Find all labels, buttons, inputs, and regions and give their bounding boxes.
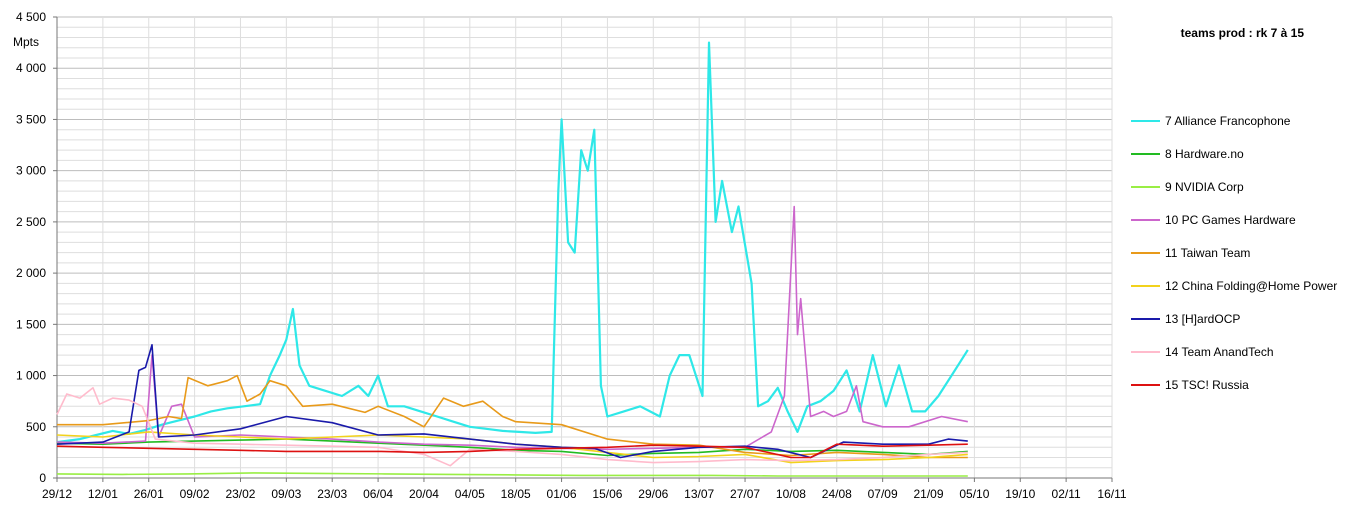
series-line-8 [56, 438, 968, 457]
x-tick-label: 05/10 [959, 487, 989, 501]
x-tick-label: 02/11 [1052, 487, 1081, 501]
series-line-10 [56, 205, 968, 451]
legend-entry-label: 7 Alliance Francophone [1165, 114, 1291, 128]
y-tick-label: 3 500 [16, 112, 46, 126]
x-tick-label: 15/06 [592, 487, 622, 501]
x-tick-label: 29/12 [42, 487, 72, 501]
y-axis-label: Mpts [13, 35, 39, 49]
y-tick-label: 4 500 [16, 10, 46, 24]
x-tick-label: 19/10 [1005, 487, 1035, 501]
x-tick-label: 20/04 [409, 487, 439, 501]
y-tick-label: 1 500 [16, 317, 46, 331]
x-tick-label: 12/01 [88, 487, 118, 501]
series-line-9 [56, 472, 968, 477]
x-tick-label: 09/02 [180, 487, 210, 501]
legend-entry-label: 10 PC Games Hardware [1165, 213, 1296, 227]
x-tick-label: 06/04 [363, 487, 393, 501]
legend-entry-label: 12 China Folding@Home Power [1165, 279, 1337, 293]
chart-grid [56, 16, 1113, 479]
legend-entry-label: 13 [H]ardOCP [1165, 312, 1240, 326]
x-tick-label: 10/08 [776, 487, 806, 501]
chart-legend: 7 Alliance Francophone 8 Hardware.no 9 NVI… [1131, 114, 1337, 392]
y-axis-tick-labels: 0 500 1 000 1 500 2 000 2 500 3 000 3 500 4 000 4… [16, 10, 57, 485]
legend-entry-label: 15 TSC! Russia [1165, 378, 1249, 392]
x-tick-label: 09/03 [271, 487, 301, 501]
legend-entry-label: 14 Team AnandTech [1165, 345, 1274, 359]
legend-entry-label: 8 Hardware.no [1165, 147, 1244, 161]
y-tick-label: 0 [39, 471, 46, 485]
x-tick-label: 01/06 [547, 487, 577, 501]
x-tick-label: 07/09 [868, 487, 898, 501]
x-tick-label: 29/06 [638, 487, 668, 501]
chart-title: teams prod : rk 7 à 15 [1181, 26, 1305, 40]
x-tick-label: 04/05 [455, 487, 485, 501]
x-tick-label: 18/05 [501, 487, 531, 501]
chart-axes [53, 17, 1112, 482]
y-tick-label: 1 000 [16, 369, 46, 383]
x-tick-label: 16/11 [1097, 487, 1126, 501]
x-tick-label: 13/07 [684, 487, 714, 501]
x-tick-label: 24/08 [822, 487, 852, 501]
x-tick-label: 21/09 [914, 487, 944, 501]
legend-entry-label: 11 Taiwan Team [1165, 246, 1250, 260]
x-tick-label: 23/03 [317, 487, 347, 501]
legend-entry-label: 9 NVIDIA Corp [1165, 180, 1244, 194]
y-tick-label: 3 000 [16, 164, 46, 178]
y-tick-label: 2 500 [16, 215, 46, 229]
series-line-15 [56, 443, 968, 459]
series-line-11 [57, 374, 968, 459]
x-axis-tick-labels: 29/12 12/01 26/01 09/02 23/02 09/03 23/03 06/04… [42, 478, 1127, 501]
chart-series [56, 41, 969, 477]
x-tick-label: 27/07 [730, 487, 760, 501]
y-tick-label: 500 [26, 420, 46, 434]
x-tick-label: 26/01 [134, 487, 164, 501]
x-tick-label: 23/02 [225, 487, 255, 501]
y-tick-label: 2 000 [16, 266, 46, 280]
series-line-14 [56, 387, 968, 467]
y-tick-label: 4 000 [16, 61, 46, 75]
